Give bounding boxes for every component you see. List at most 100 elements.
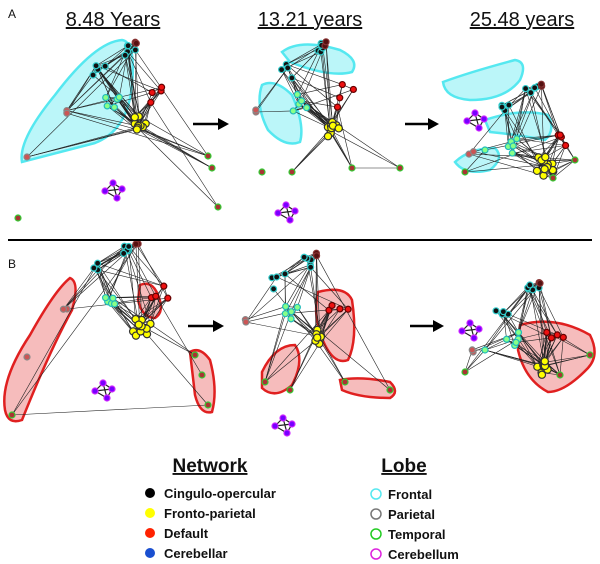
arrow-icon (405, 118, 439, 130)
node (271, 422, 279, 430)
node (214, 203, 222, 211)
legend: Network Cingulo-opercular Fronto-parieta… (145, 456, 459, 562)
lobe-hull (188, 349, 216, 414)
node (307, 263, 315, 271)
age-title-3: 25.48 years (470, 9, 575, 31)
arrow-icon (193, 118, 229, 130)
edge (289, 343, 320, 391)
edge (484, 283, 541, 351)
edge (245, 321, 321, 338)
node (469, 148, 478, 156)
node (549, 174, 557, 182)
node (466, 319, 474, 327)
node (288, 168, 296, 176)
node (334, 124, 343, 133)
node (115, 93, 123, 101)
edge (11, 263, 98, 416)
node (461, 368, 469, 376)
network-panel (441, 58, 579, 182)
edge (138, 116, 209, 157)
edge (264, 306, 286, 383)
edge (255, 110, 294, 113)
node (252, 106, 260, 114)
edge (63, 269, 98, 310)
legend-ring-temporal (370, 528, 382, 540)
edge (11, 404, 209, 416)
node (273, 273, 281, 281)
edge (97, 253, 124, 271)
edge (137, 128, 213, 169)
lobe-hull (258, 81, 303, 145)
edge (291, 132, 331, 173)
edge (544, 337, 564, 362)
edge (503, 311, 515, 346)
node (481, 346, 489, 354)
edge (26, 49, 136, 158)
edge (95, 65, 162, 92)
node (291, 207, 299, 215)
node (124, 42, 132, 50)
node (148, 88, 156, 97)
node (132, 240, 140, 248)
node (537, 80, 545, 88)
legend-network-title: Network (173, 456, 248, 477)
node (278, 66, 286, 74)
edge (464, 349, 486, 373)
node (540, 164, 549, 174)
edge (319, 336, 346, 383)
edge (536, 134, 561, 171)
legend-dot-default (145, 528, 155, 538)
edge (104, 45, 129, 67)
node (344, 305, 352, 313)
edge (146, 328, 196, 356)
edge (504, 110, 509, 147)
node (101, 187, 109, 195)
node (537, 370, 547, 379)
edge (530, 92, 546, 158)
edge (128, 246, 156, 297)
edge (135, 49, 209, 157)
node (261, 378, 269, 386)
edge (516, 337, 552, 343)
node (204, 152, 212, 160)
node (338, 80, 346, 89)
node (283, 429, 291, 437)
edge (264, 311, 292, 383)
node (286, 386, 294, 394)
legend-lobe-item: Frontal (388, 487, 432, 502)
node (109, 294, 117, 302)
edge (516, 134, 561, 140)
edge (112, 297, 196, 356)
edge (66, 74, 94, 111)
node (463, 117, 471, 125)
edge (538, 287, 544, 366)
node (505, 101, 513, 109)
edge (464, 164, 548, 173)
node (90, 264, 98, 272)
node (553, 331, 561, 339)
node (499, 308, 507, 316)
node (121, 51, 129, 59)
edge (473, 332, 519, 353)
edge (107, 105, 213, 169)
node (242, 318, 250, 326)
node (571, 156, 579, 164)
node (322, 38, 330, 46)
legend-dot-cerebellar (145, 548, 155, 558)
edge (539, 283, 552, 338)
node (147, 98, 155, 106)
node (513, 135, 521, 143)
edge (541, 84, 545, 162)
edge (301, 100, 401, 169)
edge (66, 110, 143, 128)
edge (301, 100, 338, 108)
node (336, 305, 344, 313)
edge (128, 246, 136, 320)
node (110, 103, 119, 111)
edge (484, 338, 519, 351)
edge (26, 129, 138, 158)
edge (473, 151, 548, 168)
node (481, 146, 489, 154)
edge (119, 97, 136, 118)
